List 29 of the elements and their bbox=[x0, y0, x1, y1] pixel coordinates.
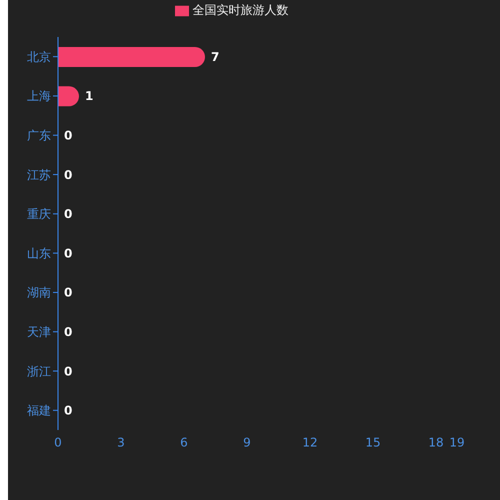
x-tick-label: 18 bbox=[428, 436, 444, 450]
y-tick-label: 湖南 bbox=[27, 286, 51, 300]
x-tick-label: 19 bbox=[449, 436, 465, 450]
y-tick-label: 山东 bbox=[27, 246, 51, 260]
x-tick-label: 9 bbox=[243, 436, 251, 450]
data-label: 0 bbox=[64, 128, 72, 143]
y-tick-label: 北京 bbox=[27, 50, 51, 64]
data-label: 0 bbox=[64, 286, 72, 300]
data-label: 0 bbox=[64, 246, 72, 260]
data-label: 0 bbox=[64, 168, 72, 182]
y-tick-label: 江苏 bbox=[27, 168, 51, 182]
x-tick-label: 15 bbox=[365, 436, 381, 450]
x-tick-label: 12 bbox=[302, 436, 318, 450]
data-label: 0 bbox=[64, 325, 72, 340]
y-tick-label: 上海 bbox=[27, 89, 51, 104]
legend-label: 全国实时旅游人数 bbox=[192, 3, 288, 17]
data-label: 7 bbox=[211, 50, 220, 64]
data-label: 0 bbox=[64, 207, 72, 222]
y-tick-label: 重庆 bbox=[27, 207, 51, 222]
y-tick-label: 浙江 bbox=[27, 364, 51, 378]
y-tick-label: 天津 bbox=[27, 325, 51, 340]
x-tick-label: 0 bbox=[54, 436, 62, 450]
x-tick-label: 6 bbox=[180, 436, 188, 450]
x-tick-label: 3 bbox=[117, 436, 125, 450]
data-label: 1 bbox=[85, 89, 94, 104]
data-label: 0 bbox=[64, 364, 72, 378]
y-tick-label: 福建 bbox=[27, 404, 51, 418]
data-label: 0 bbox=[64, 404, 72, 418]
y-tick-label: 广东 bbox=[27, 128, 51, 143]
